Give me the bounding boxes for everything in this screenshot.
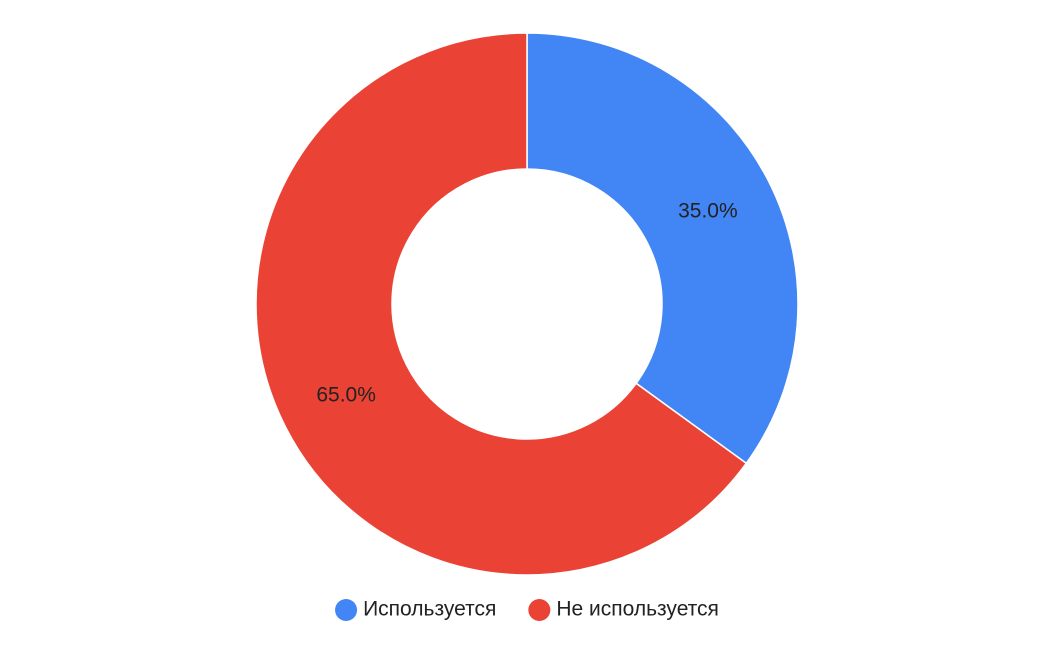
slice bbox=[526, 32, 799, 465]
data-label: 35.0% bbox=[678, 199, 738, 222]
slice bbox=[255, 32, 748, 576]
data-label: 65.0% bbox=[316, 384, 376, 407]
legend-marker bbox=[335, 599, 358, 621]
legend-label: Используется bbox=[363, 598, 496, 621]
legend-label: Не используется bbox=[556, 598, 719, 621]
legend-marker bbox=[528, 599, 551, 621]
